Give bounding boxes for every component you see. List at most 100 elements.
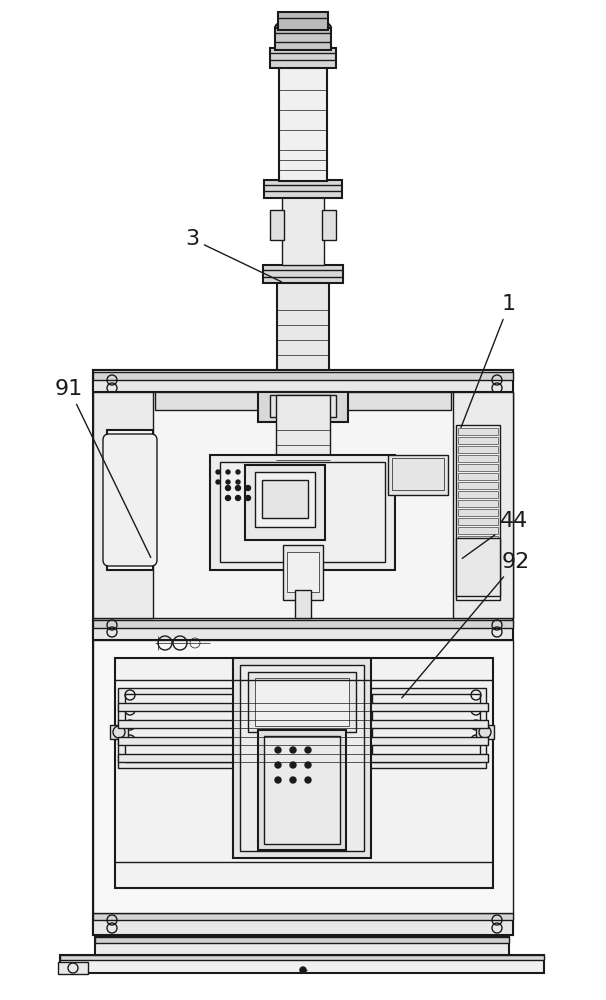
Bar (93, 392, 513, 618)
Circle shape (275, 747, 281, 753)
Bar (456, 425, 500, 600)
Bar (366, 688, 486, 768)
Bar (458, 491, 498, 498)
Circle shape (290, 747, 296, 753)
Bar (118, 720, 488, 728)
Bar (95, 937, 509, 955)
Bar (270, 210, 284, 240)
Circle shape (225, 495, 230, 500)
Bar (118, 737, 488, 745)
FancyBboxPatch shape (103, 434, 157, 566)
Bar (210, 455, 395, 570)
Circle shape (216, 470, 220, 474)
Circle shape (290, 777, 296, 783)
Bar (255, 472, 315, 527)
Bar (392, 458, 444, 490)
Bar (118, 703, 488, 711)
Circle shape (226, 470, 230, 474)
Bar (283, 545, 323, 600)
Bar (295, 590, 311, 618)
Circle shape (236, 486, 241, 490)
Bar (458, 482, 498, 489)
Bar (110, 725, 128, 739)
Bar (93, 370, 513, 935)
Circle shape (236, 495, 241, 500)
Text: 92: 92 (402, 552, 530, 698)
Bar (282, 195, 324, 265)
Bar (458, 500, 498, 507)
Circle shape (275, 762, 281, 768)
Bar (95, 937, 509, 943)
Bar (458, 581, 498, 588)
Bar (118, 754, 488, 762)
Text: 91: 91 (55, 379, 151, 558)
Bar (125, 694, 233, 762)
Bar (322, 210, 336, 240)
Bar (458, 464, 498, 471)
Bar (263, 265, 343, 283)
Circle shape (226, 480, 230, 484)
Bar (458, 572, 498, 579)
Bar (262, 480, 308, 518)
Text: 3: 3 (185, 229, 282, 282)
Bar (276, 395, 330, 475)
Bar (270, 395, 336, 417)
Circle shape (275, 777, 281, 783)
Bar (233, 658, 371, 858)
Bar (458, 473, 498, 480)
Bar (93, 913, 513, 920)
Bar (458, 554, 498, 561)
Bar (458, 563, 498, 570)
Circle shape (236, 470, 240, 474)
Circle shape (236, 480, 240, 484)
Circle shape (305, 747, 311, 753)
Circle shape (290, 762, 296, 768)
Circle shape (225, 486, 230, 490)
Circle shape (305, 762, 311, 768)
Bar (93, 370, 513, 392)
Circle shape (245, 486, 250, 490)
Bar (93, 913, 513, 935)
Bar (278, 12, 328, 30)
Bar (58, 962, 88, 974)
Bar (118, 688, 238, 768)
Bar (240, 665, 364, 851)
Bar (279, 65, 327, 181)
Bar (287, 552, 319, 592)
Bar (93, 372, 513, 380)
Text: 1: 1 (461, 294, 516, 427)
Bar (255, 678, 349, 726)
Bar (155, 392, 451, 410)
Bar (115, 658, 493, 888)
Bar (458, 536, 498, 543)
Bar (372, 694, 480, 762)
Bar (458, 518, 498, 525)
Bar (388, 455, 448, 495)
Bar (264, 736, 340, 844)
Bar (248, 672, 356, 732)
Bar (458, 446, 498, 453)
Bar (93, 620, 513, 628)
Bar (258, 730, 346, 850)
Bar (458, 428, 498, 435)
Bar (258, 392, 348, 422)
Bar (107, 430, 153, 570)
Bar (245, 465, 325, 540)
Bar (93, 392, 153, 618)
Circle shape (300, 967, 306, 973)
Bar (275, 28, 331, 50)
Bar (93, 640, 513, 913)
Bar (458, 509, 498, 516)
Bar (458, 455, 498, 462)
Circle shape (305, 777, 311, 783)
Bar (220, 462, 385, 562)
Bar (277, 280, 329, 370)
Bar (458, 527, 498, 534)
Bar (456, 538, 500, 596)
Bar (93, 618, 513, 640)
Circle shape (216, 480, 220, 484)
Bar (458, 545, 498, 552)
Bar (60, 955, 544, 960)
Bar (60, 955, 544, 973)
Circle shape (245, 495, 250, 500)
